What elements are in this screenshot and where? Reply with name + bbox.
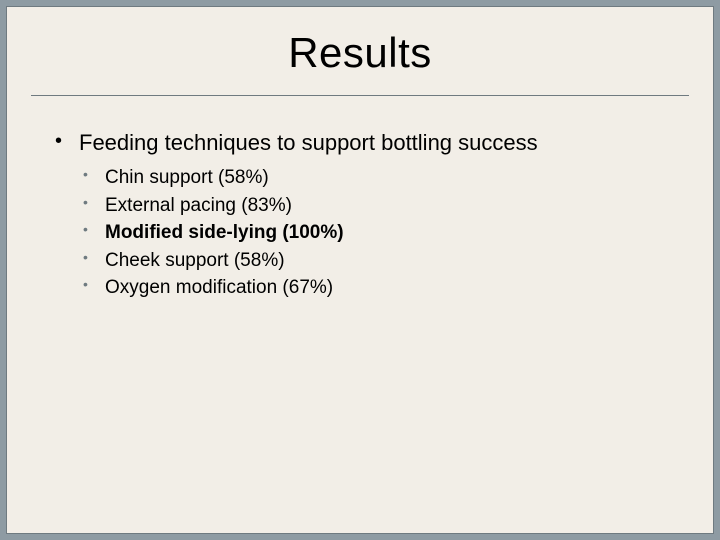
slide-body: Results Feeding techniques to support bo… <box>6 6 714 534</box>
slide-title: Results <box>7 7 713 95</box>
bullet-text: Cheek support (58%) <box>105 250 285 271</box>
bullet-list-level1: Feeding techniques to support bottling s… <box>47 130 673 302</box>
bullet-text: Modified side-lying (100%) <box>105 222 344 243</box>
bullet-text: Chin support (58%) <box>105 167 269 188</box>
bullet-text: External pacing (83%) <box>105 195 292 216</box>
list-item: Oxygen modification (67%) <box>79 274 673 302</box>
content-area: Feeding techniques to support bottling s… <box>7 96 713 302</box>
list-item: Feeding techniques to support bottling s… <box>47 130 673 302</box>
list-item: Chin support (58%) <box>79 164 673 192</box>
list-item: External pacing (83%) <box>79 192 673 220</box>
list-item: Modified side-lying (100%) <box>79 219 673 247</box>
list-item: Cheek support (58%) <box>79 247 673 275</box>
bullet-text: Feeding techniques to support bottling s… <box>79 130 538 155</box>
bullet-list-level2: Chin support (58%) External pacing (83%)… <box>79 164 673 302</box>
bullet-text: Oxygen modification (67%) <box>105 277 333 298</box>
slide-frame: Results Feeding techniques to support bo… <box>0 0 720 540</box>
